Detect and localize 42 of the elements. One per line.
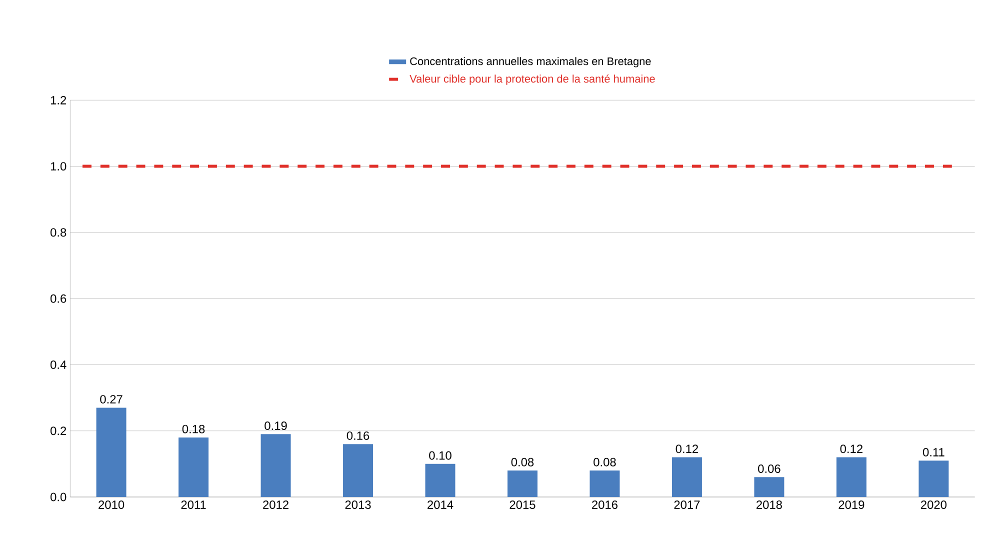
x-tick-label: 2018 [756,500,782,509]
y-tick-label: 0.2 [50,426,66,435]
y-tick-label: 1.0 [50,162,66,170]
data-label: 0.16 [346,431,370,440]
legend-label: Valeur cible pour la protection de la santé humaine [410,74,655,85]
y-tick-label: 0.4 [50,360,66,369]
x-tick-label: 2010 [98,500,124,509]
bar [96,408,126,497]
y-tick-label: 0.6 [50,294,66,303]
x-tick-label: 2017 [674,500,700,509]
data-label: 0.12 [676,444,698,454]
data-label: 0.27 [100,394,122,404]
bar [754,477,784,497]
y-tick-label: 0.8 [50,228,66,237]
bar [260,434,291,497]
data-label: 0.10 [429,451,452,460]
data-label: 0.11 [922,448,944,456]
x-tick-label: 2013 [345,500,371,509]
x-tick-label: 2011 [181,500,206,509]
x-tick-label: 2015 [510,500,536,509]
bar [590,470,620,497]
y-tick-label: 0.0 [50,492,66,502]
data-label: 0.19 [264,421,287,430]
x-tick-label: 2020 [920,500,947,509]
bar [343,444,374,497]
x-tick-label: 2019 [838,500,864,509]
bar [836,457,866,497]
bar [425,464,456,497]
bar [672,457,702,497]
bar [918,460,949,497]
y-tick-label: 1.2 [50,96,66,104]
x-tick-label: 2012 [263,500,288,509]
data-label: 0.06 [758,464,780,473]
data-label: 0.18 [182,424,205,434]
legend-label: Concentrations annuelles maximales en Bretagne [410,57,651,68]
x-tick-label: 2016 [592,500,618,509]
data-label: 0.08 [594,458,616,466]
x-tick-label: 2014 [428,500,454,509]
bar [508,470,538,497]
bar [178,437,209,497]
data-label: 0.08 [511,458,534,466]
data-label: 0.12 [840,444,862,454]
